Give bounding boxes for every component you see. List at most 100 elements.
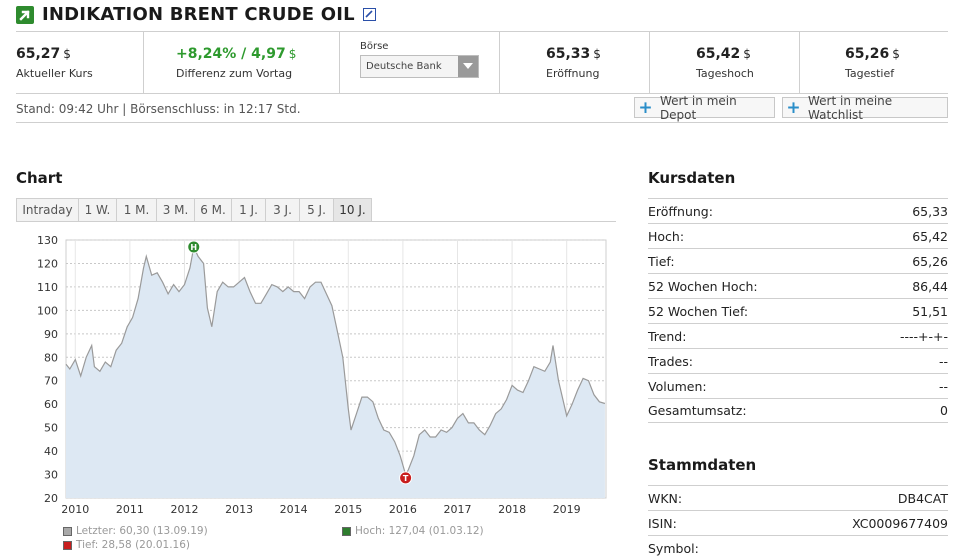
row-label: Hoch:	[648, 228, 685, 244]
stammdaten-title: Stammdaten	[648, 456, 757, 474]
table-row: Trades: --	[648, 348, 948, 373]
row-label: 52 Wochen Hoch:	[648, 278, 758, 294]
x-tick-label: 2013	[225, 503, 253, 516]
y-tick-label: 70	[44, 375, 58, 388]
row-value: XC0009677409	[852, 515, 948, 531]
chart-section-title: Chart	[16, 169, 63, 187]
row-value: 51,51	[912, 303, 948, 319]
legend-last-text: Letzter: 60,30 (13.09.19)	[76, 525, 208, 537]
table-row: Gesamtumsatz: 0	[648, 398, 948, 423]
y-tick-label: 80	[44, 351, 58, 364]
currency-label: $	[892, 47, 900, 61]
low-marker: T	[399, 471, 413, 485]
y-tick-label: 120	[37, 257, 58, 270]
day-high-cell: 65,42 $ Tageshoch	[650, 32, 800, 93]
legend-high-text: Hoch: 127,04 (01.03.12)	[355, 525, 484, 537]
table-row: Volumen: --	[648, 373, 948, 398]
low-marker-dot	[399, 471, 413, 485]
kursdaten-table: Eröffnung: 65,33 Hoch: 65,42 Tief: 65,26 52…	[648, 198, 948, 423]
add-to-watchlist-button[interactable]: + Wert in meine Watchlist	[782, 94, 948, 122]
y-tick-label: 100	[37, 304, 58, 317]
x-tick-label: 2016	[389, 503, 417, 516]
boerse-cell: Börse Deutsche Bank	[340, 32, 500, 93]
legend-low-text: Tief: 28,58 (20.01.16)	[76, 539, 191, 551]
stammdaten-table: WKN: DB4CAT ISIN: XC0009677409 Symbol:	[648, 485, 948, 559]
open-label: Eröffnung	[546, 67, 600, 80]
page-title: INDIKATION BRENT CRUDE OIL	[42, 4, 355, 25]
row-value: --	[938, 378, 948, 394]
plus-icon: +	[638, 97, 653, 118]
tab-3y[interactable]: 3 J.	[265, 198, 299, 222]
x-tick-label: 2010	[61, 503, 89, 516]
chevron-down-icon[interactable]	[458, 56, 478, 77]
row-label: Tief:	[648, 253, 675, 269]
x-tick-label: 2019	[553, 503, 581, 516]
table-row: Hoch: 65,42	[648, 223, 948, 248]
tab-1w[interactable]: 1 W.	[78, 198, 116, 222]
table-row: Symbol:	[648, 535, 948, 559]
y-axis-ticks: 20 30 40 50 60 70 80 90 100 110 120 130	[37, 234, 58, 505]
tab-3m[interactable]: 3 M.	[156, 198, 194, 222]
diff-cell: +8,24% / 4,97 $ Differenz zum Vortag	[144, 32, 340, 93]
high-marker: H	[187, 240, 201, 254]
row-label: 52 Wochen Tief:	[648, 303, 749, 319]
diff-value: +8,24% / 4,97	[176, 46, 286, 62]
x-tick-label: 2017	[443, 503, 471, 516]
day-high-label: Tageshoch	[696, 67, 754, 80]
boerse-label: Börse	[360, 41, 389, 52]
row-value: --	[938, 353, 948, 369]
tab-intraday[interactable]: Intraday	[16, 198, 78, 222]
currency-label: $	[743, 47, 751, 61]
x-tick-label: 2014	[280, 503, 308, 516]
current-price-value: 65,27	[16, 46, 61, 62]
tab-10y[interactable]: 10 J.	[333, 198, 372, 222]
day-low-value: 65,26	[845, 46, 890, 62]
y-tick-label: 40	[44, 445, 58, 458]
row-label: Trades:	[648, 353, 693, 369]
table-row: 52 Wochen Tief: 51,51	[648, 298, 948, 323]
tab-1y[interactable]: 1 J.	[231, 198, 265, 222]
x-tick-label: 2012	[170, 503, 198, 516]
tab-5y[interactable]: 5 J.	[299, 198, 333, 222]
row-label: Gesamtumsatz:	[648, 403, 747, 418]
table-row: Trend: ----+-+-	[648, 323, 948, 348]
x-axis-ticks: 2010 2011 2012 2013 2014 2015 2016 2017 2018 2019	[61, 503, 580, 516]
price-area	[66, 247, 605, 498]
edit-icon[interactable]	[362, 8, 376, 21]
price-chart: 20 30 40 50 60 70 80 90 100 110 120 130 2010 2011 201…	[16, 228, 616, 522]
row-label: Symbol:	[648, 540, 699, 556]
quote-bar: 65,27 $ Aktueller Kurs +8,24% / 4,97 $ Dif…	[16, 31, 948, 94]
tab-1m[interactable]: 1 M.	[116, 198, 156, 222]
x-tick-label: 2018	[498, 503, 526, 516]
add-to-depot-label: Wert in mein Depot	[659, 93, 737, 122]
day-high-value: 65,42	[696, 46, 741, 62]
row-value: ----+-+-	[899, 328, 948, 344]
status-row: Stand: 09:42 Uhr | Börsenschluss: in 12:…	[16, 94, 948, 123]
legend-low-swatch	[63, 540, 72, 550]
row-value: 65,42	[912, 228, 948, 244]
trend-up-arrow-icon	[16, 5, 34, 24]
legend-high: Hoch: 127,04 (01.03.12)	[342, 525, 484, 537]
tab-6m[interactable]: 6 M.	[194, 198, 231, 222]
x-tick-label: 2015	[334, 503, 362, 516]
open-cell: 65,33 $ Eröffnung	[500, 32, 650, 93]
row-label: Volumen:	[648, 378, 707, 394]
legend-last: Letzter: 60,30 (13.09.19)	[63, 525, 208, 537]
boerse-select[interactable]: Deutsche Bank	[360, 55, 479, 78]
y-tick-label: 30	[44, 469, 58, 482]
row-label: ISIN:	[648, 515, 677, 531]
table-row: Tief: 65,26	[648, 248, 948, 273]
y-tick-label: 20	[44, 492, 58, 505]
legend-high-swatch	[342, 526, 351, 536]
y-tick-label: 90	[44, 328, 58, 341]
price-series-line	[65, 245, 606, 477]
day-low-label: Tagestief	[845, 67, 895, 80]
row-value: 0	[940, 403, 948, 418]
diff-label: Differenz zum Vortag	[176, 67, 293, 80]
add-to-depot-button[interactable]: + Wert in mein Depot	[634, 94, 775, 122]
currency-label: $	[593, 47, 601, 61]
x-tick-label: 2011	[116, 503, 144, 516]
open-value: 65,33	[546, 46, 591, 62]
plus-icon: +	[786, 97, 801, 118]
y-tick-label: 60	[44, 398, 58, 411]
